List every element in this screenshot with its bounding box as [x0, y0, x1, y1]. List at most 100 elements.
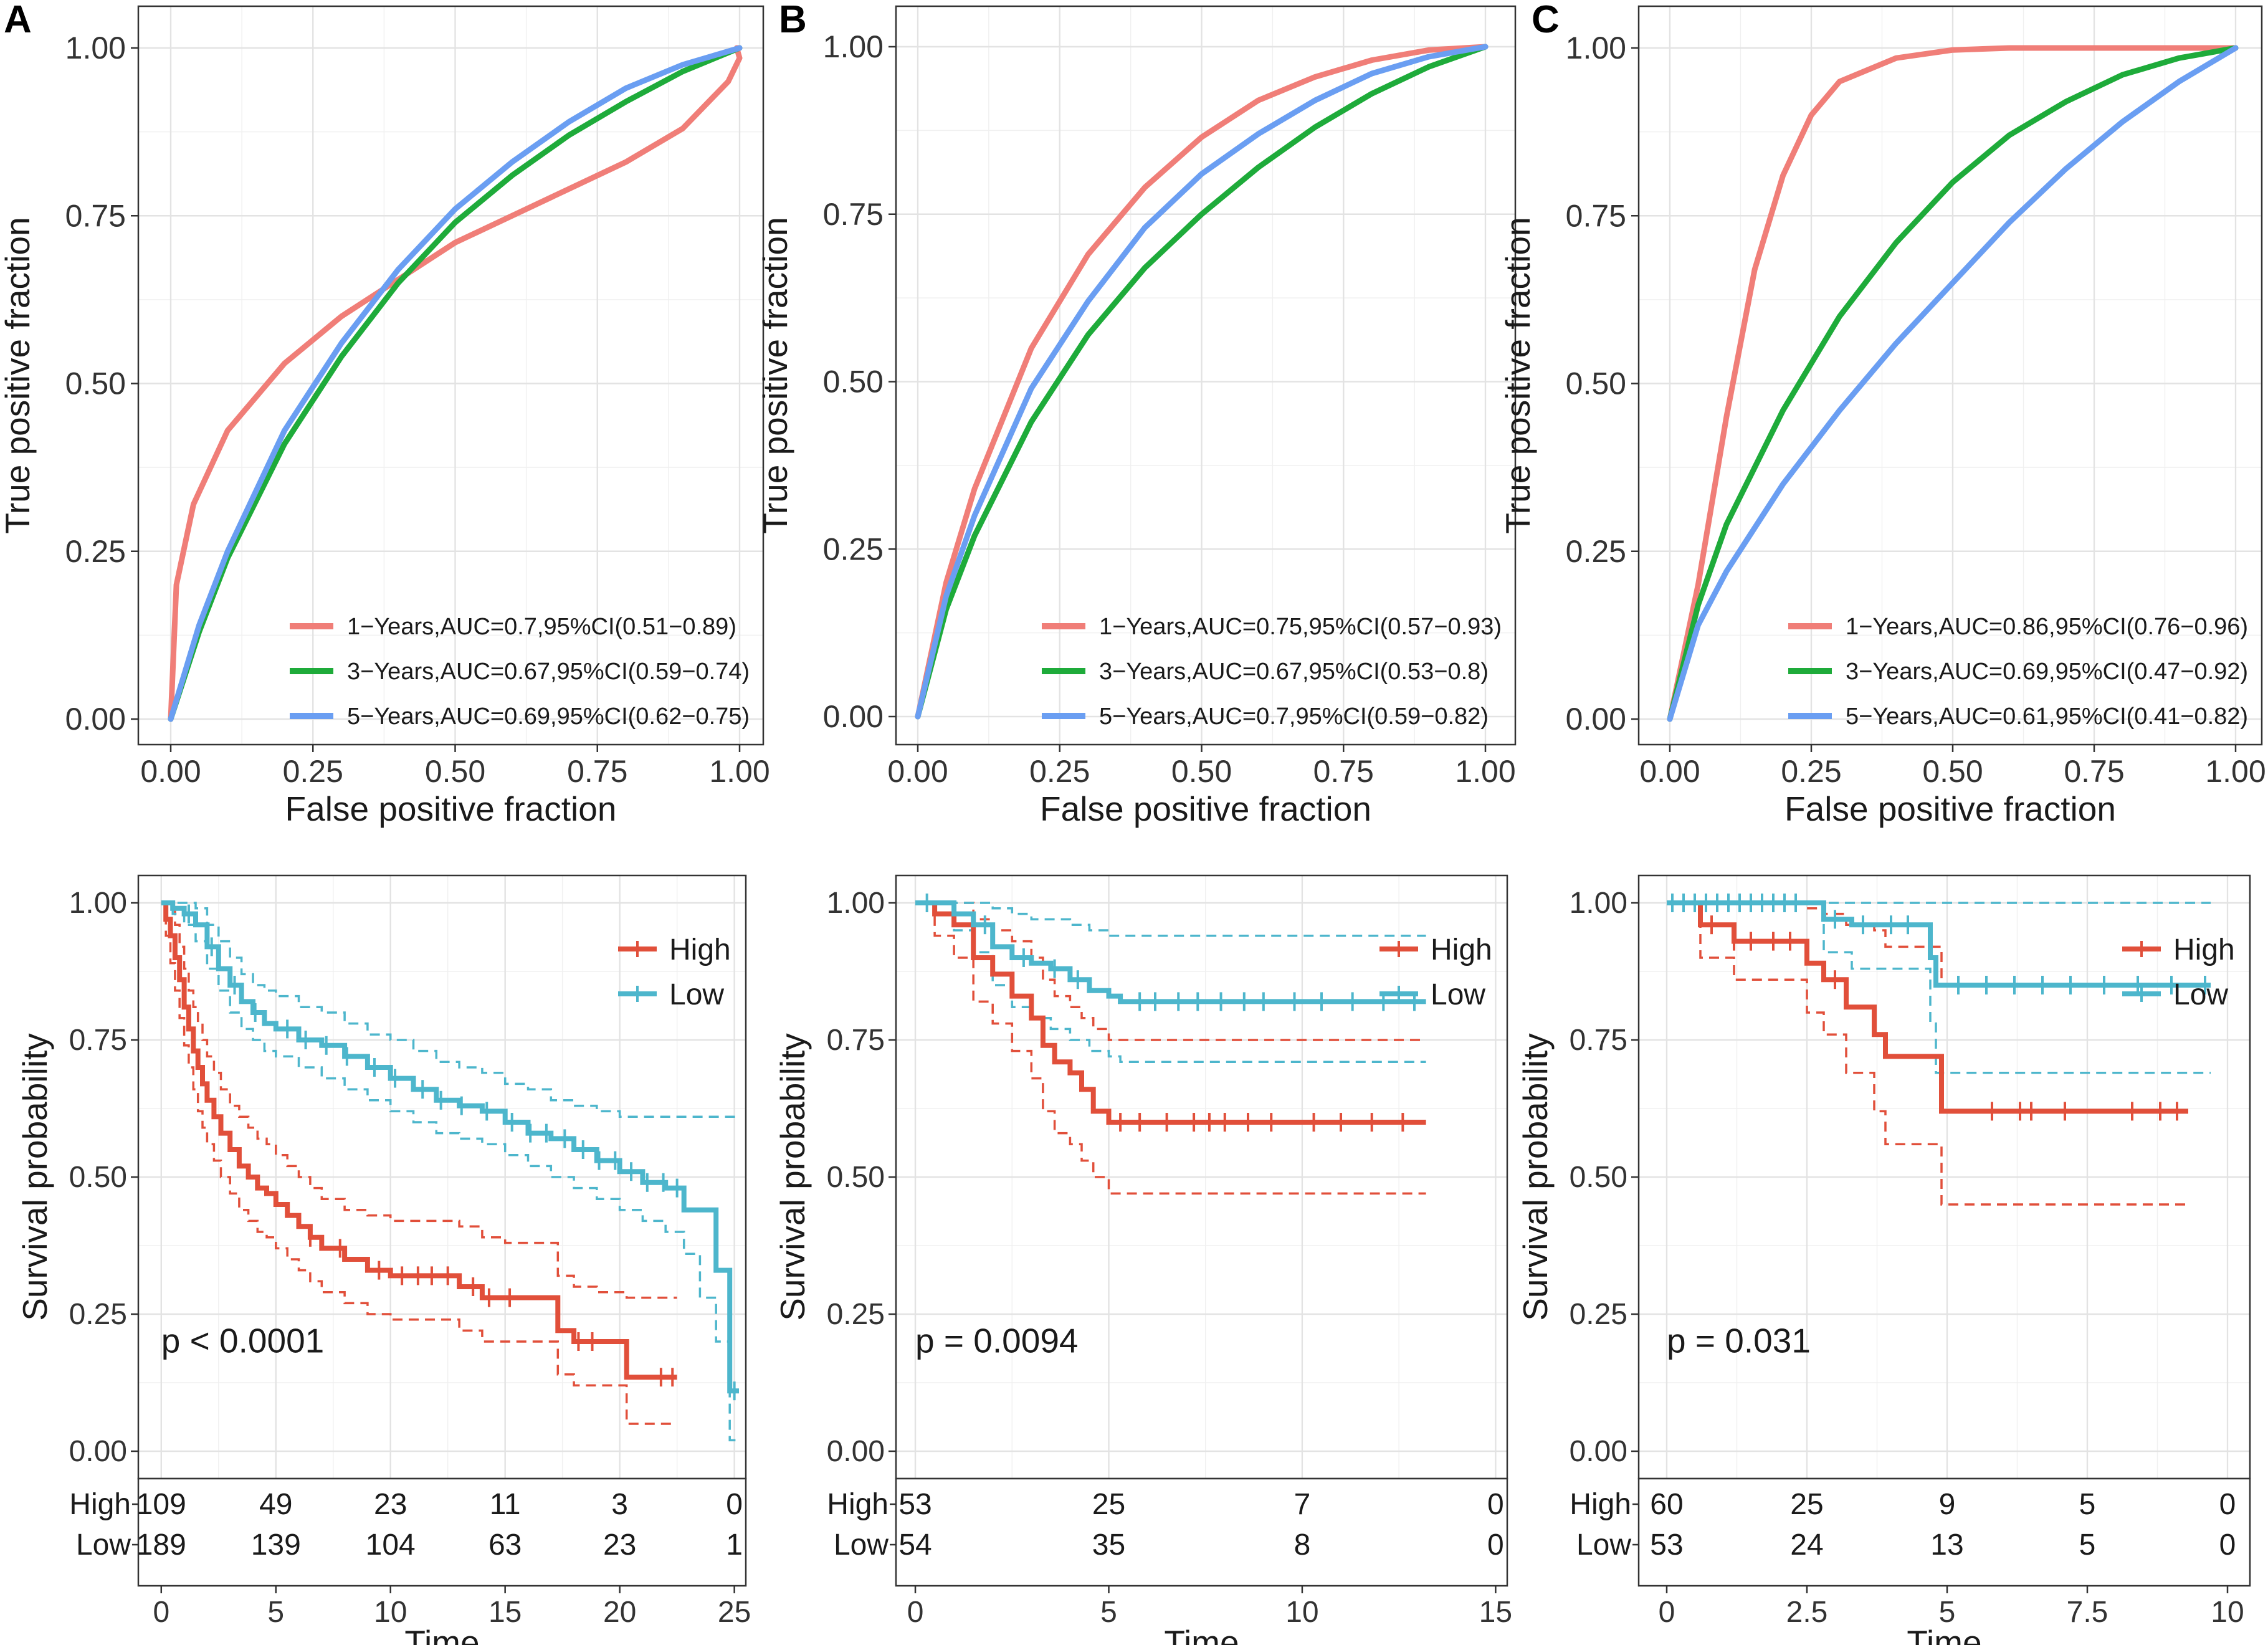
y-tick-label: 0.00 [69, 1435, 127, 1468]
y-tick-label: 1.00 [65, 31, 126, 65]
y-tick-label: 0.00 [65, 702, 126, 737]
risk-count: 139 [251, 1528, 301, 1562]
y-tick-label: 0.75 [65, 198, 126, 233]
risk-count: 53 [1650, 1528, 1683, 1562]
y-tick-label: 0.50 [69, 1161, 127, 1194]
plot-frame [1637, 5, 2263, 746]
risk-count: 5 [2079, 1528, 2096, 1562]
x-tick-label: 0.00 [887, 754, 948, 789]
risk-count: 0 [2219, 1528, 2236, 1562]
ci-lower-low [161, 902, 739, 1442]
risk-count: 104 [366, 1528, 416, 1562]
x-tick-label: 5 [267, 1596, 284, 1629]
risk-count: 0 [1487, 1528, 1504, 1562]
plot-frame [895, 5, 1517, 746]
risk-table-frame [895, 1477, 1508, 1587]
risk-count: 5 [2079, 1488, 2096, 1521]
y-tick-label: 0.00 [823, 699, 884, 734]
legend-label: High [669, 933, 731, 966]
risk-row-label: Low [1576, 1528, 1631, 1562]
y-tick-label: 0.00 [1566, 702, 1626, 737]
ci-upper-low [161, 902, 739, 1118]
y-axis-label: True positive fraction [1498, 217, 1537, 533]
legend-label: 1−Years,AUC=0.7,95%CI(0.51−0.89) [347, 614, 736, 640]
ci-upper-high [161, 902, 677, 1299]
risk-row-label: Low [834, 1528, 889, 1562]
legend-label: 3−Years,AUC=0.67,95%CI(0.53−0.8) [1099, 659, 1489, 685]
x-tick-label: 15 [1479, 1596, 1512, 1629]
y-axis-label: Survival probability [773, 1033, 812, 1321]
risk-count: 24 [1790, 1528, 1823, 1562]
legend-label: 3−Years,AUC=0.67,95%CI(0.59−0.74) [347, 659, 750, 685]
y-axis-label: True positive fraction [756, 217, 794, 533]
y-tick-label: 0.75 [69, 1024, 127, 1057]
risk-count: 25 [1092, 1488, 1125, 1521]
risk-count: 0 [1487, 1488, 1504, 1521]
x-tick-label: 0.00 [140, 754, 201, 789]
x-axis-label: Time [1907, 1623, 1981, 1645]
y-tick-label: 0.50 [1570, 1161, 1627, 1194]
x-tick-label: 10 [1285, 1596, 1318, 1629]
legend-label: 5−Years,AUC=0.69,95%CI(0.62−0.75) [347, 703, 750, 730]
y-axis-label: Survival probability [1516, 1033, 1555, 1321]
legend-label: High [1431, 933, 1492, 966]
x-axis-label: Time [404, 1623, 479, 1645]
y-tick-label: 1.00 [1570, 887, 1627, 920]
risk-count: 1 [726, 1528, 743, 1562]
y-tick-label: 0.25 [65, 534, 126, 569]
panel-letter-a: A [4, 0, 32, 41]
y-tick-label: 0.25 [1566, 534, 1626, 569]
risk-count: 23 [374, 1488, 407, 1521]
y-tick-label: 0.50 [65, 366, 126, 401]
roc-curve-one-year [168, 45, 743, 722]
x-tick-label: 0 [907, 1596, 924, 1629]
roc-curve-one-year [1667, 45, 2239, 722]
y-axis-label: Survival probability [16, 1033, 54, 1321]
y-tick-label: 1.00 [1566, 31, 1626, 65]
panel-letter-c: C [1532, 0, 1560, 41]
x-tick-label: 1.00 [1455, 754, 1515, 789]
roc-curve-five-year [915, 44, 1489, 720]
x-tick-label: 15 [488, 1596, 522, 1629]
plot-background [1639, 6, 2262, 745]
roc-curve-five-year [168, 45, 743, 722]
y-axis-label: True positive fraction [0, 217, 37, 533]
legend-label: High [2173, 933, 2235, 966]
survival-curve-high [915, 900, 1426, 1125]
y-tick-label: 0.50 [827, 1161, 885, 1194]
x-tick-label: 20 [603, 1596, 636, 1629]
risk-count: 25 [1790, 1488, 1823, 1521]
legend-label: 1−Years,AUC=0.75,95%CI(0.57−0.93) [1099, 614, 1502, 640]
y-tick-label: 0.75 [1570, 1024, 1627, 1057]
y-tick-label: 0.50 [823, 365, 884, 399]
p-value: p = 0.0094 [915, 1322, 1079, 1360]
risk-row-label: High [827, 1488, 889, 1521]
y-tick-label: 0.75 [827, 1024, 885, 1057]
risk-count: 35 [1092, 1528, 1125, 1562]
x-axis-label: Time [1164, 1623, 1239, 1645]
x-tick-label: 0.50 [425, 754, 485, 789]
risk-count: 60 [1650, 1488, 1683, 1521]
risk-count: 0 [2219, 1488, 2236, 1521]
panel-letters: A B C [4, 0, 1560, 41]
ci-lower-low [915, 902, 1426, 1063]
roc-curve-one-year [915, 44, 1489, 720]
y-tick-label: 0.00 [1570, 1435, 1627, 1468]
risk-count: 3 [611, 1488, 628, 1521]
panel-letter-b: B [779, 0, 807, 41]
x-tick-label: 0.75 [1313, 754, 1374, 789]
y-tick-label: 1.00 [823, 29, 884, 64]
risk-table-frame [1637, 1477, 2251, 1587]
x-tick-label: 0 [1659, 1596, 1675, 1629]
risk-row-label: High [1570, 1488, 1631, 1521]
y-tick-label: 0.25 [823, 532, 884, 566]
risk-count: 49 [259, 1488, 292, 1521]
y-tick-label: 0.75 [1566, 198, 1626, 233]
legend-label: Low [2173, 978, 2228, 1011]
x-tick-label: 0.75 [567, 754, 627, 789]
legend-label: 5−Years,AUC=0.61,95%CI(0.41−0.82) [1846, 703, 2248, 730]
x-tick-label: 0.50 [1171, 754, 1232, 789]
x-axis-label: False positive fraction [1784, 789, 2116, 828]
ci-lower-high [1667, 902, 2188, 1206]
